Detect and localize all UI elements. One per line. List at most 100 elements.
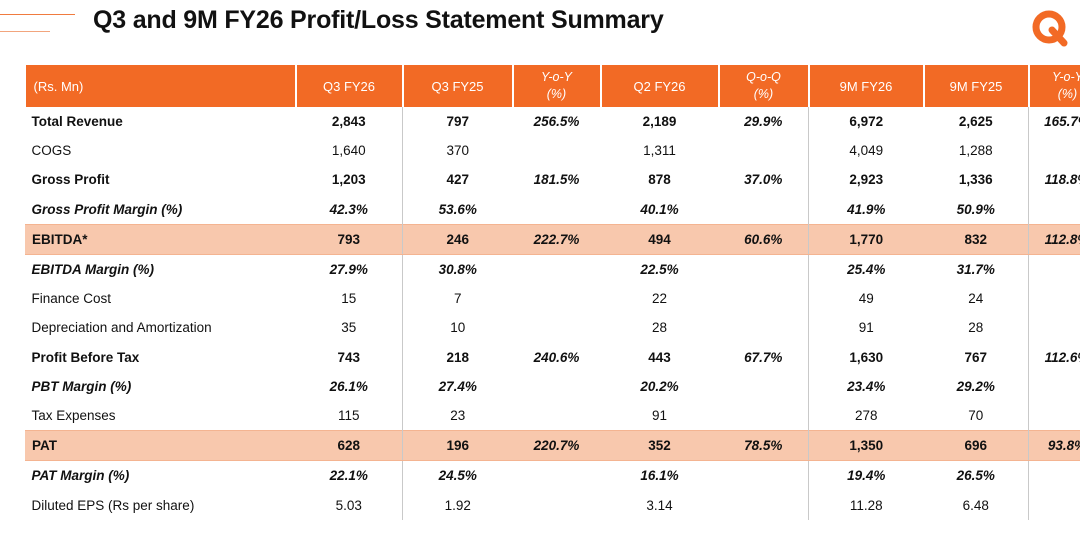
cell-9mfy26: 41.9% bbox=[847, 201, 886, 217]
cell-9mfy26: 11.28 bbox=[849, 497, 883, 513]
cell-qoq bbox=[718, 490, 809, 520]
cell-q3fy25: 797 bbox=[446, 114, 470, 130]
cell-q3fy26: 2,843 bbox=[295, 107, 403, 137]
table-row: Depreciation and Amortization 35 10 28 9… bbox=[26, 313, 1080, 343]
cell-yoy bbox=[513, 490, 601, 519]
cell-q3fy25: 1.92 bbox=[444, 497, 471, 513]
cell-qoq bbox=[718, 194, 809, 225]
table-row: Gross Profit Margin (%) 42.3% 53.6% 40.1… bbox=[26, 194, 1080, 225]
cell-yoy bbox=[513, 313, 601, 342]
cell-9mfy26: 25.4% bbox=[847, 262, 886, 278]
cell-9mfy25: 28 bbox=[923, 313, 1029, 343]
header-q3fy26: Q3 FY26 bbox=[295, 65, 404, 107]
cell-q3fy25: 23 bbox=[450, 407, 466, 423]
cell-yoy bbox=[513, 195, 601, 225]
cell-yoy bbox=[513, 372, 601, 401]
cell-q2fy26: 28 bbox=[651, 320, 668, 336]
cell-qoq bbox=[718, 254, 809, 285]
cell-yoy bbox=[513, 284, 601, 313]
cell-9mfy25: 70 bbox=[923, 400, 1029, 431]
table-row: EBITDA Margin (%) 27.9% 30.8% 22.5% 25.4… bbox=[26, 254, 1080, 285]
cell-yoy bbox=[513, 136, 601, 165]
table-row: PBT Margin (%) 26.1% 27.4% 20.2% 23.4% 2… bbox=[26, 371, 1080, 401]
header-yoy-9m-line1: Y-o-Y bbox=[1051, 70, 1080, 84]
row-label: PAT Margin (%) bbox=[31, 468, 130, 484]
cell-qoq: 29.9% bbox=[718, 107, 809, 137]
cell-yoy-9m bbox=[1028, 254, 1080, 285]
row-label: Total Revenue bbox=[31, 114, 123, 130]
cell-yoy-9m: 112.6% bbox=[1028, 342, 1080, 372]
row-label: Diluted EPS (Rs per share) bbox=[31, 497, 195, 513]
cell-q3fy26: 793 bbox=[295, 223, 403, 255]
cell-q3fy26: 1,640 bbox=[295, 136, 403, 166]
cell-q2fy26: 494 bbox=[600, 223, 719, 255]
header-yoy-9m: Y-o-Y (%) bbox=[1028, 65, 1080, 107]
cell-yoy-9m bbox=[1028, 136, 1080, 166]
cell-q3fy26: 15 bbox=[295, 284, 403, 314]
cell-q2fy26: 2,189 bbox=[642, 114, 677, 130]
cell-q2fy26: 3.14 bbox=[646, 497, 673, 513]
cell-q3fy25: 7 bbox=[453, 291, 462, 307]
cell-9mfy25: 50.9% bbox=[923, 194, 1029, 225]
row-label: PBT Margin (%) bbox=[31, 378, 132, 394]
cell-yoy bbox=[513, 254, 601, 284]
pl-statement-table-container: (Rs. Mn) Q3 FY26 Q3 FY25 Y-o-Y (%) Q2 FY… bbox=[25, 65, 1080, 520]
cell-q2fy26: 22.5% bbox=[640, 262, 679, 278]
decorative-line bbox=[0, 31, 50, 32]
cell-q3fy26: 628 bbox=[295, 430, 403, 462]
row-label: Gross Profit Margin (%) bbox=[31, 201, 183, 217]
row-label: Finance Cost bbox=[31, 291, 112, 307]
cell-9mfy26: 91 bbox=[858, 320, 874, 336]
cell-9mfy25: 767 bbox=[923, 342, 1029, 372]
cell-yoy-9m: 118.8% bbox=[1028, 165, 1080, 195]
cell-qoq: 37.0% bbox=[718, 165, 809, 195]
cell-q2fy26: 20.2% bbox=[640, 378, 679, 394]
cell-q3fy26: 26.1% bbox=[295, 371, 403, 401]
cell-q3fy26: 35 bbox=[295, 313, 403, 343]
company-logo-icon bbox=[1032, 10, 1068, 47]
header-unit: (Rs. Mn) bbox=[25, 65, 297, 107]
cell-q3fy26: 1,203 bbox=[295, 165, 403, 195]
cell-q3fy25: 246 bbox=[402, 223, 513, 255]
cell-q3fy26: 42.3% bbox=[295, 194, 403, 225]
cell-q3fy25: 53.6% bbox=[438, 201, 477, 217]
cell-q2fy26: 16.1% bbox=[640, 468, 679, 484]
cell-q2fy26: 22 bbox=[651, 291, 668, 307]
cell-yoy: 181.5% bbox=[533, 172, 580, 188]
header-yoy-9m-line2: (%) bbox=[1057, 87, 1078, 101]
cell-q3fy25: 24.5% bbox=[438, 468, 477, 484]
decorative-line bbox=[0, 14, 75, 15]
table-row: COGS 1,640 370 1,311 4,049 1,288 bbox=[26, 136, 1080, 166]
table-row: Total Revenue 2,843 797 256.5% 2,189 29.… bbox=[26, 107, 1080, 137]
page-title: Q3 and 9M FY26 Profit/Loss Statement Sum… bbox=[93, 6, 664, 34]
cell-qoq bbox=[718, 371, 809, 401]
cell-9mfy26: 23.4% bbox=[847, 378, 886, 394]
table-header-row: (Rs. Mn) Q3 FY26 Q3 FY25 Y-o-Y (%) Q2 FY… bbox=[25, 65, 1080, 107]
cell-q3fy26: 743 bbox=[295, 342, 403, 372]
row-label: COGS bbox=[31, 143, 72, 159]
cell-9mfy25: 6.48 bbox=[923, 490, 1029, 520]
cell-yoy-9m bbox=[1028, 313, 1080, 343]
cell-qoq bbox=[718, 400, 809, 431]
cell-q3fy25: 196 bbox=[402, 430, 513, 462]
cell-yoy-9m: 112.8% bbox=[1028, 223, 1080, 255]
cell-q2fy26: 352 bbox=[600, 430, 719, 462]
table-row: Tax Expenses 115 23 91 278 70 bbox=[26, 400, 1080, 431]
cell-q3fy25: 27.4% bbox=[438, 378, 477, 394]
cell-yoy-9m bbox=[1028, 284, 1080, 314]
header-qoq-line2: (%) bbox=[753, 87, 774, 101]
row-label: PAT bbox=[25, 430, 296, 462]
cell-yoy: 240.6% bbox=[533, 349, 580, 365]
cell-yoy-9m: 165.7% bbox=[1028, 107, 1080, 137]
cell-9mfy25: 26.5% bbox=[923, 460, 1029, 491]
cell-qoq bbox=[718, 284, 809, 314]
cell-9mfy26: 4,049 bbox=[849, 143, 884, 159]
cell-q3fy26: 5.03 bbox=[295, 490, 403, 520]
cell-q2fy26: 91 bbox=[651, 407, 668, 423]
header-qoq-line1: Q-o-Q bbox=[746, 70, 781, 84]
cell-9mfy26: 19.4% bbox=[847, 468, 886, 484]
cell-qoq: 60.6% bbox=[718, 223, 809, 255]
cell-yoy-9m bbox=[1028, 400, 1080, 431]
row-label: Profit Before Tax bbox=[31, 349, 140, 365]
cell-9mfy26: 2,923 bbox=[849, 172, 884, 188]
